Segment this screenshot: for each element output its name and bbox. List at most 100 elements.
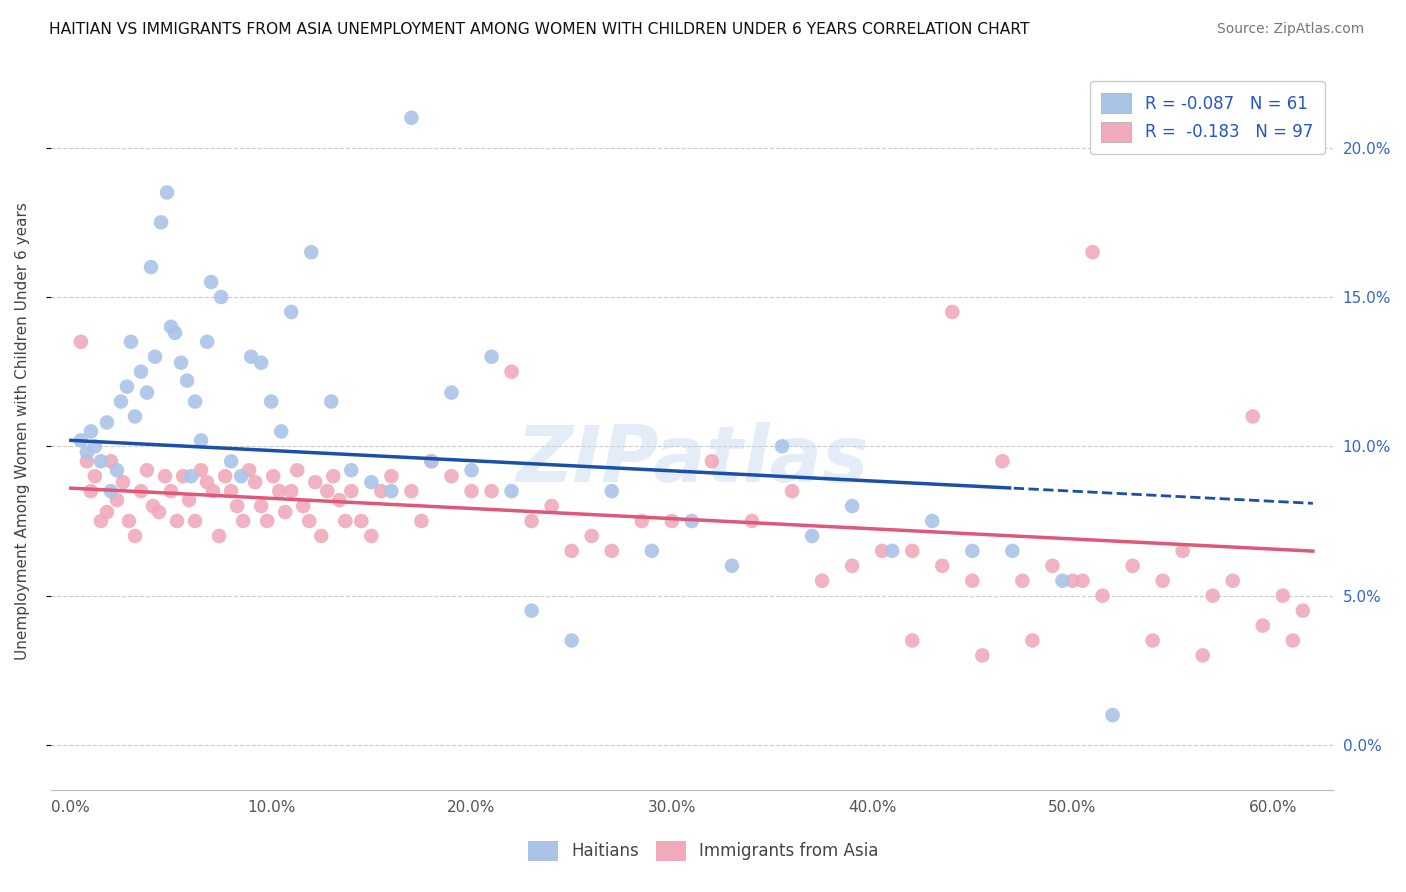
Point xyxy=(1062,574,1084,588)
Point xyxy=(901,544,924,558)
Point xyxy=(111,475,134,490)
Point xyxy=(1282,633,1305,648)
Point xyxy=(1202,589,1225,603)
Point xyxy=(250,499,273,513)
Point xyxy=(600,484,623,499)
Legend: R = -0.087   N = 61, R =  -0.183   N = 97: R = -0.087 N = 61, R = -0.183 N = 97 xyxy=(1090,81,1324,153)
Point xyxy=(226,499,249,513)
Point xyxy=(115,379,138,393)
Point xyxy=(105,463,128,477)
Point xyxy=(304,475,326,490)
Point xyxy=(501,484,523,499)
Point xyxy=(962,544,984,558)
Point xyxy=(328,493,350,508)
Point xyxy=(190,434,212,448)
Point xyxy=(1042,558,1064,573)
Point xyxy=(1152,574,1174,588)
Point xyxy=(118,514,141,528)
Point xyxy=(96,416,118,430)
Point xyxy=(322,469,344,483)
Point xyxy=(238,463,260,477)
Point xyxy=(661,514,683,528)
Point xyxy=(76,445,98,459)
Point xyxy=(1222,574,1244,588)
Point xyxy=(780,484,803,499)
Point xyxy=(129,365,152,379)
Point xyxy=(90,514,112,528)
Point xyxy=(380,469,402,483)
Point xyxy=(100,484,122,499)
Point xyxy=(232,514,254,528)
Point xyxy=(292,499,315,513)
Point xyxy=(1191,648,1213,663)
Point xyxy=(335,514,357,528)
Point xyxy=(941,305,963,319)
Point xyxy=(309,529,332,543)
Point xyxy=(841,499,863,513)
Point xyxy=(741,514,763,528)
Point xyxy=(540,499,562,513)
Point xyxy=(100,454,122,468)
Point xyxy=(481,350,503,364)
Point xyxy=(124,409,146,424)
Text: ZIPatlas: ZIPatlas xyxy=(516,422,868,498)
Point xyxy=(581,529,603,543)
Point xyxy=(1292,604,1315,618)
Point xyxy=(274,505,297,519)
Point xyxy=(190,463,212,477)
Point xyxy=(70,334,93,349)
Point xyxy=(811,574,834,588)
Point xyxy=(921,514,943,528)
Point xyxy=(401,111,423,125)
Point xyxy=(176,374,198,388)
Point xyxy=(180,469,202,483)
Point xyxy=(1271,589,1294,603)
Point xyxy=(321,394,343,409)
Point xyxy=(1081,245,1104,260)
Point xyxy=(143,350,166,364)
Point xyxy=(1052,574,1074,588)
Point xyxy=(1171,544,1194,558)
Point xyxy=(136,385,159,400)
Point xyxy=(1251,618,1274,632)
Point xyxy=(440,385,463,400)
Point xyxy=(153,469,176,483)
Point xyxy=(195,334,218,349)
Point xyxy=(219,454,242,468)
Point xyxy=(76,454,98,468)
Point xyxy=(231,469,253,483)
Point xyxy=(184,514,207,528)
Point xyxy=(350,514,373,528)
Point xyxy=(520,514,543,528)
Point xyxy=(1241,409,1264,424)
Point xyxy=(280,305,302,319)
Text: HAITIAN VS IMMIGRANTS FROM ASIA UNEMPLOYMENT AMONG WOMEN WITH CHILDREN UNDER 6 Y: HAITIAN VS IMMIGRANTS FROM ASIA UNEMPLOY… xyxy=(49,22,1029,37)
Point xyxy=(70,434,93,448)
Point xyxy=(460,463,482,477)
Text: Source: ZipAtlas.com: Source: ZipAtlas.com xyxy=(1216,22,1364,37)
Point xyxy=(299,245,322,260)
Point xyxy=(150,215,173,229)
Point xyxy=(208,529,231,543)
Point xyxy=(1021,633,1043,648)
Point xyxy=(262,469,284,483)
Point xyxy=(411,514,433,528)
Point xyxy=(460,484,482,499)
Point xyxy=(243,475,266,490)
Point xyxy=(256,514,278,528)
Point xyxy=(841,558,863,573)
Point xyxy=(1071,574,1094,588)
Point xyxy=(901,633,924,648)
Point xyxy=(110,394,132,409)
Point xyxy=(160,319,183,334)
Point xyxy=(142,499,165,513)
Point xyxy=(962,574,984,588)
Point xyxy=(219,484,242,499)
Y-axis label: Unemployment Among Women with Children Under 6 years: Unemployment Among Women with Children U… xyxy=(15,202,30,660)
Point xyxy=(170,356,193,370)
Point xyxy=(250,356,273,370)
Point xyxy=(163,326,186,340)
Point xyxy=(700,454,723,468)
Point xyxy=(202,484,225,499)
Point xyxy=(1122,558,1144,573)
